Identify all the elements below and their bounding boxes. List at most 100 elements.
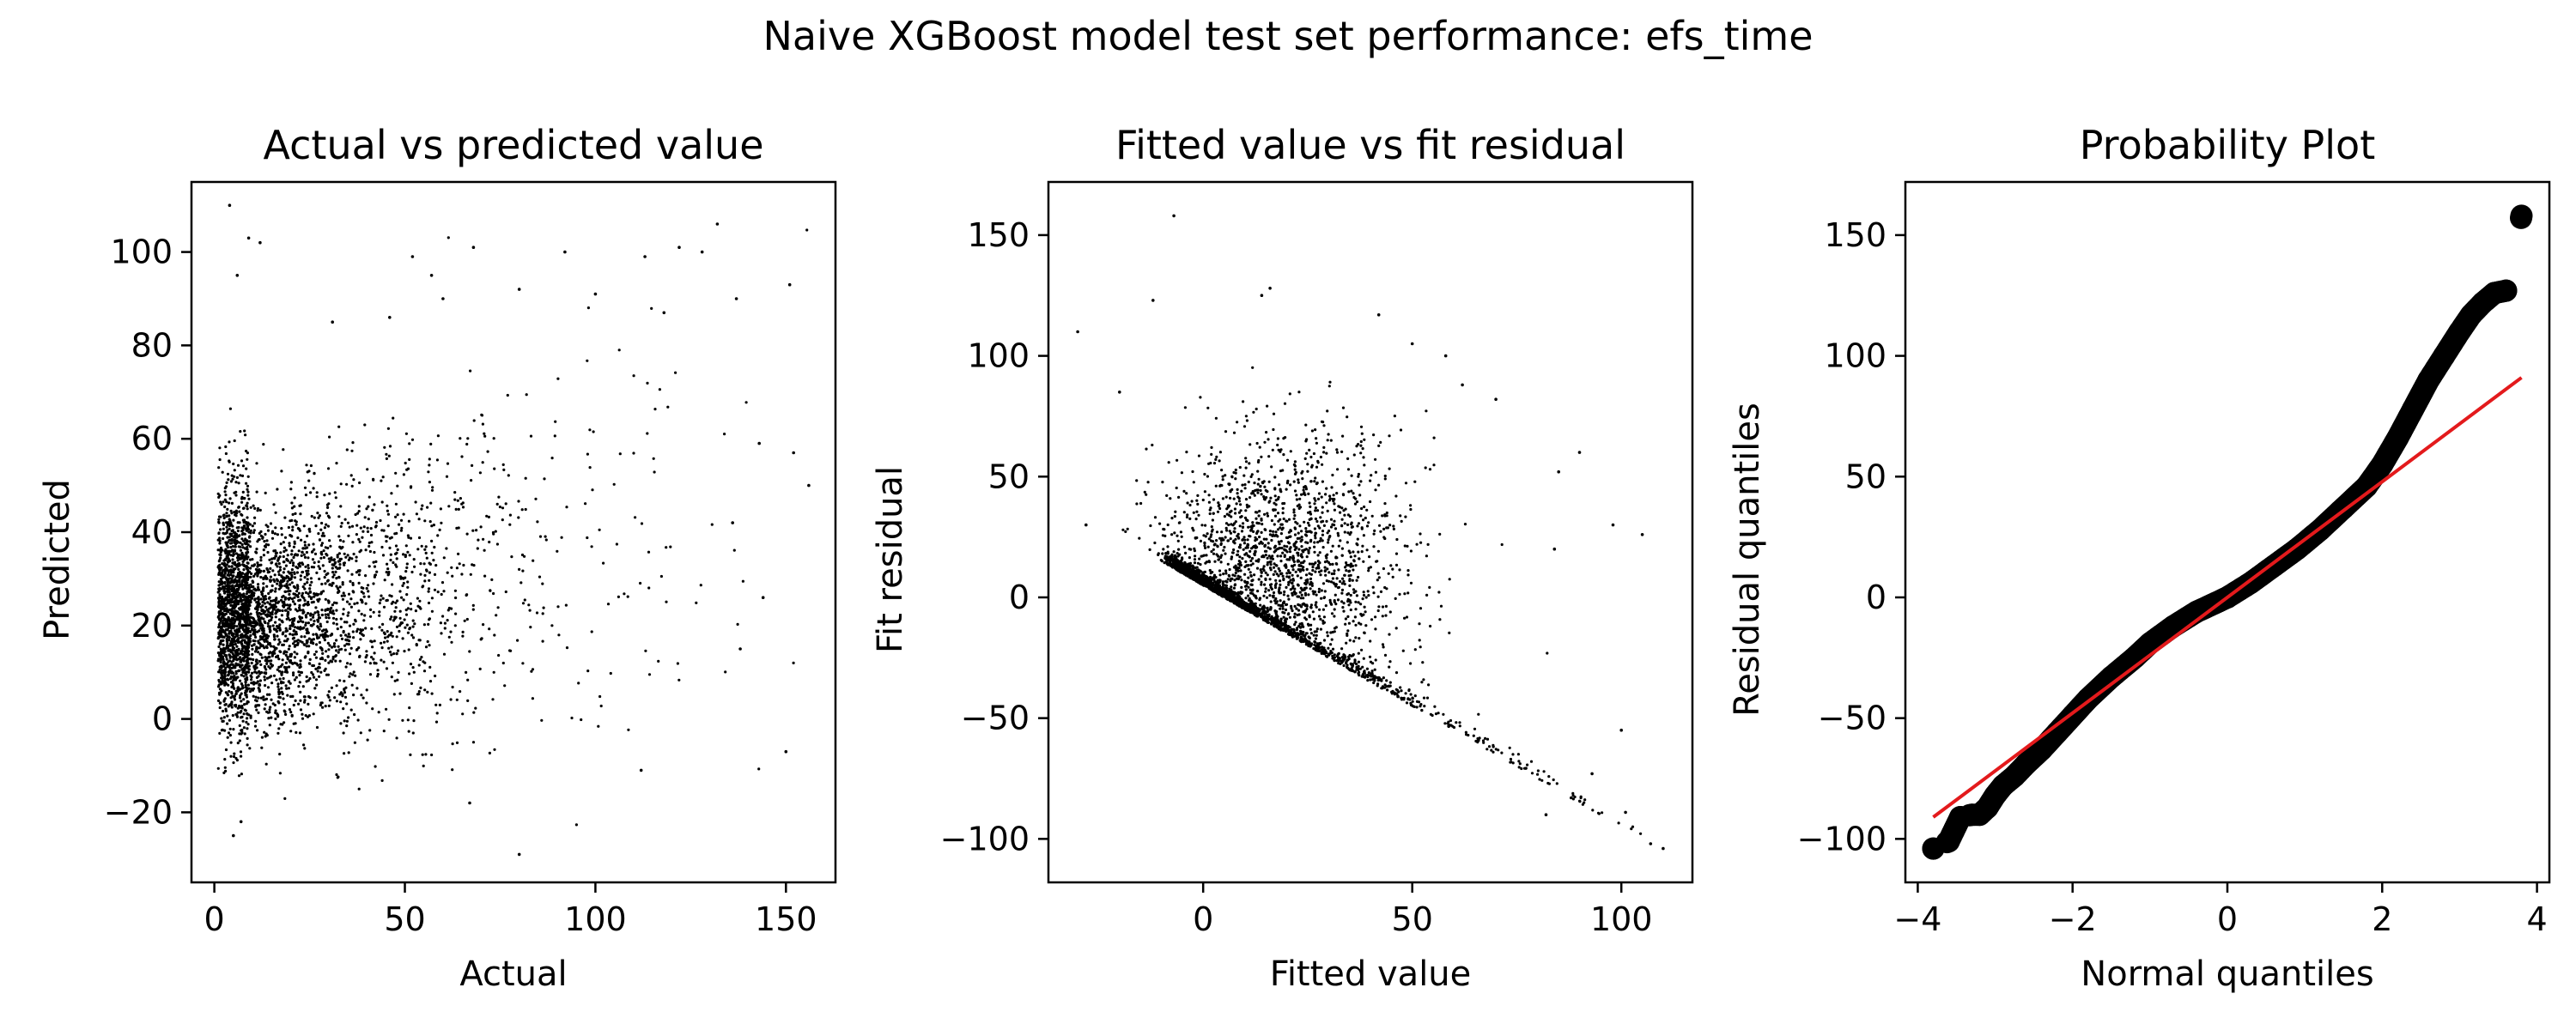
data-point: [253, 628, 257, 632]
data-point: [454, 596, 458, 600]
data-point: [274, 526, 277, 530]
data-point: [606, 603, 611, 606]
data-point: [477, 538, 480, 542]
data-point: [343, 679, 346, 683]
data-point: [385, 540, 388, 543]
data-point: [350, 524, 355, 528]
data-point: [232, 654, 235, 657]
data-point: [293, 603, 296, 606]
data-point: [325, 620, 329, 624]
data-point: [404, 570, 408, 573]
data-point: [1578, 799, 1582, 803]
data-point: [303, 486, 307, 489]
data-point: [1325, 655, 1328, 658]
data-point: [298, 731, 302, 735]
data-point: [238, 510, 241, 513]
data-point: [306, 581, 309, 585]
data-point: [465, 670, 468, 675]
data-point: [320, 609, 324, 612]
data-point: [219, 556, 222, 560]
data-point: [1230, 585, 1233, 589]
data-point: [255, 645, 258, 649]
data-point: [394, 471, 398, 475]
data-point: [232, 530, 235, 535]
data-point: [343, 621, 347, 624]
data-point: [259, 670, 264, 675]
data-point: [335, 609, 338, 612]
data-point: [290, 617, 295, 621]
data-point: [268, 724, 271, 727]
data-point: [311, 558, 315, 561]
data-point: [252, 522, 257, 525]
data-point: [304, 714, 307, 718]
data-point: [290, 549, 294, 553]
data-point: [231, 524, 234, 528]
data-point: [222, 771, 226, 775]
data-point: [343, 644, 347, 647]
data-point: [326, 546, 330, 550]
data-point: [244, 610, 247, 614]
data-point: [358, 569, 361, 573]
data-point: [246, 603, 249, 608]
data-point: [232, 567, 235, 571]
data-point: [222, 643, 225, 646]
data-point: [374, 573, 377, 577]
data-point: [278, 623, 282, 627]
data-point: [647, 586, 651, 590]
data-point: [290, 501, 294, 505]
data-point: [373, 651, 376, 655]
data-point: [666, 405, 670, 409]
data-point: [226, 609, 229, 613]
data-point: [380, 658, 383, 662]
data-point: [586, 670, 590, 673]
data-point: [293, 542, 296, 545]
data-point: [253, 620, 258, 623]
data-point: [235, 676, 239, 679]
data-point: [337, 535, 341, 538]
data-point: [438, 528, 441, 532]
data-point: [218, 668, 222, 671]
data-point: [283, 797, 287, 801]
data-point: [238, 585, 241, 589]
data-point: [1388, 684, 1392, 688]
data-point: [427, 622, 430, 627]
data-point: [426, 690, 429, 694]
data-point: [260, 746, 264, 749]
data-point: [283, 579, 286, 583]
data-point: [412, 558, 416, 561]
data-point: [338, 538, 343, 542]
data-point: [248, 570, 252, 574]
data-point: [233, 698, 237, 701]
data-point: [225, 657, 228, 661]
data-point: [1367, 671, 1370, 675]
data-point: [246, 629, 249, 633]
data-point: [487, 515, 491, 519]
data-point: [224, 531, 228, 536]
data-point: [278, 772, 282, 775]
data-point: [265, 639, 269, 644]
data-point: [433, 573, 437, 577]
data-point: [283, 703, 286, 706]
data-point: [288, 665, 291, 669]
data-point: [224, 494, 228, 497]
data-point: [387, 573, 391, 576]
data-point: [284, 661, 288, 664]
data-point: [234, 494, 238, 497]
data-point: [228, 565, 231, 568]
data-point: [1517, 766, 1521, 769]
data-point: [334, 654, 337, 657]
data-point: [417, 536, 422, 540]
data-point: [289, 488, 293, 491]
data-point: [263, 620, 266, 623]
data-point: [426, 639, 429, 644]
data-point: [269, 706, 272, 709]
data-point: [226, 585, 229, 588]
data-point: [335, 684, 338, 688]
data-point: [249, 506, 252, 509]
data-point: [293, 645, 296, 648]
data-point: [289, 627, 292, 631]
data-point: [319, 543, 324, 548]
data-point: [345, 621, 349, 624]
data-point: [234, 609, 237, 613]
data-point: [300, 538, 303, 542]
